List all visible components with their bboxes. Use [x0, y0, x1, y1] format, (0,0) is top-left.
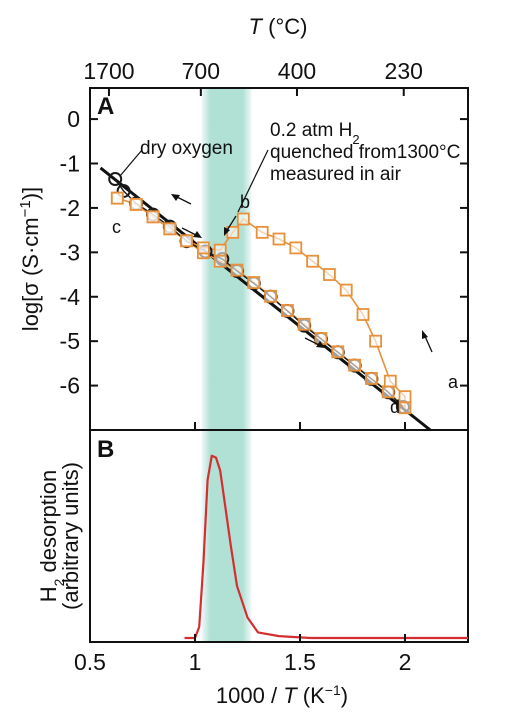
quenched-point: [236, 212, 250, 226]
arrow-up-left-1: [171, 194, 192, 205]
label-c: c: [112, 217, 121, 237]
label-b: b: [240, 192, 250, 212]
h2-label-line3: measured in air: [270, 164, 402, 185]
label-d: d: [390, 397, 400, 417]
label-a: a: [448, 372, 459, 392]
quenched-point: [322, 268, 336, 281]
quenched-point: [331, 345, 345, 359]
quenched-point: [306, 254, 320, 268]
dry-oxygen-pointer: [119, 149, 143, 177]
h2-label-pointer: [237, 149, 269, 213]
direction-arrows: [171, 194, 433, 353]
quenched-point: [364, 372, 378, 385]
top-axis-tick-label: 400: [278, 58, 316, 84]
shaded-band: [201, 88, 252, 642]
quenched-point: [264, 289, 278, 303]
panel-b-plot: [184, 454, 468, 640]
x-axis-tick-label: 1: [189, 649, 202, 675]
shaded-band-rect: [201, 88, 252, 642]
quenched-point: [230, 263, 244, 277]
quenched-point: [339, 283, 353, 297]
h2-label-line1: 0.2 atm H2: [270, 120, 360, 147]
quenched-point: [163, 222, 177, 236]
x-axis-tick-label: 0.5: [74, 649, 106, 675]
top-axis: 1700 700 400 230: [83, 58, 423, 96]
h2-desorption-curve: [184, 454, 468, 640]
panel-a-plot: [99, 166, 432, 432]
quenched-point: [146, 210, 160, 224]
quenched-point: [110, 191, 124, 205]
quenched-point: [280, 304, 294, 317]
panel-b-letter: B: [97, 436, 114, 463]
arrow-up-a: [422, 330, 433, 353]
quenched-point: [297, 317, 311, 331]
y-axis-tick-label: -2: [60, 195, 80, 221]
quenched-point: [213, 243, 227, 257]
arrow-down-right-2: [304, 337, 325, 348]
dry-oxygen-label: dry oxygen: [140, 138, 233, 159]
panel-a-x-ticks: [89, 422, 406, 430]
y-axis-tick-label: -5: [60, 328, 80, 354]
quenched-point: [289, 241, 303, 255]
y-axis-tick-label: -1: [60, 151, 80, 177]
quenched-point: [272, 232, 286, 246]
panel-a-y-axis-label: log[σ (S·cm−1)]: [17, 187, 44, 331]
quenched-point: [180, 234, 194, 248]
panel-b-x-axis: 0.5 1 1.5 2: [74, 634, 411, 675]
quenched-point: [196, 241, 210, 255]
x-axis-tick-label: 1.5: [284, 649, 316, 675]
x-axis-tick-label: 2: [399, 649, 412, 675]
quenched-point: [348, 358, 362, 372]
dry-oxygen-point: [108, 172, 123, 187]
arrow-down-right-1: [181, 227, 202, 238]
top-axis-tick-label: 700: [182, 58, 220, 84]
y-axis-tick-label: -6: [60, 373, 80, 399]
panel-a-y-axis: 0 -1 -2 -3 -4 -5 -6: [60, 106, 468, 399]
y-axis-tick-label: 0: [67, 106, 80, 132]
panel-a-letter: A: [97, 93, 114, 120]
arrow-down-left-b: [224, 215, 237, 236]
h2-label-line2: quenched from1300°C: [270, 142, 460, 163]
quenched-point: [314, 332, 328, 345]
quenched-point: [247, 276, 261, 289]
quenched-point: [398, 401, 412, 415]
y-axis-tick-label: -4: [60, 284, 81, 310]
quenched-point: [381, 385, 395, 399]
top-axis-tick-label: 1700: [83, 58, 134, 84]
panel-b-y-axis-label: H2 desorption: [36, 470, 67, 603]
quenched-point: [383, 374, 397, 388]
quenched-point: [129, 197, 143, 211]
panel-b-frame: [89, 429, 469, 643]
panel-b-y-axis-label-line2: (arbitrary units): [58, 462, 83, 610]
top-axis-tick-label: 230: [385, 58, 423, 84]
y-axis-tick-label: -3: [60, 239, 80, 265]
quenched-point: [213, 254, 227, 268]
quenched-point: [398, 390, 412, 404]
x-axis-title: 1000 / T (K−1): [216, 682, 348, 708]
quenched-point: [369, 334, 383, 348]
quenched-point: [255, 225, 269, 239]
top-axis-title: T (°C): [249, 14, 308, 39]
quenched-point: [356, 308, 370, 321]
